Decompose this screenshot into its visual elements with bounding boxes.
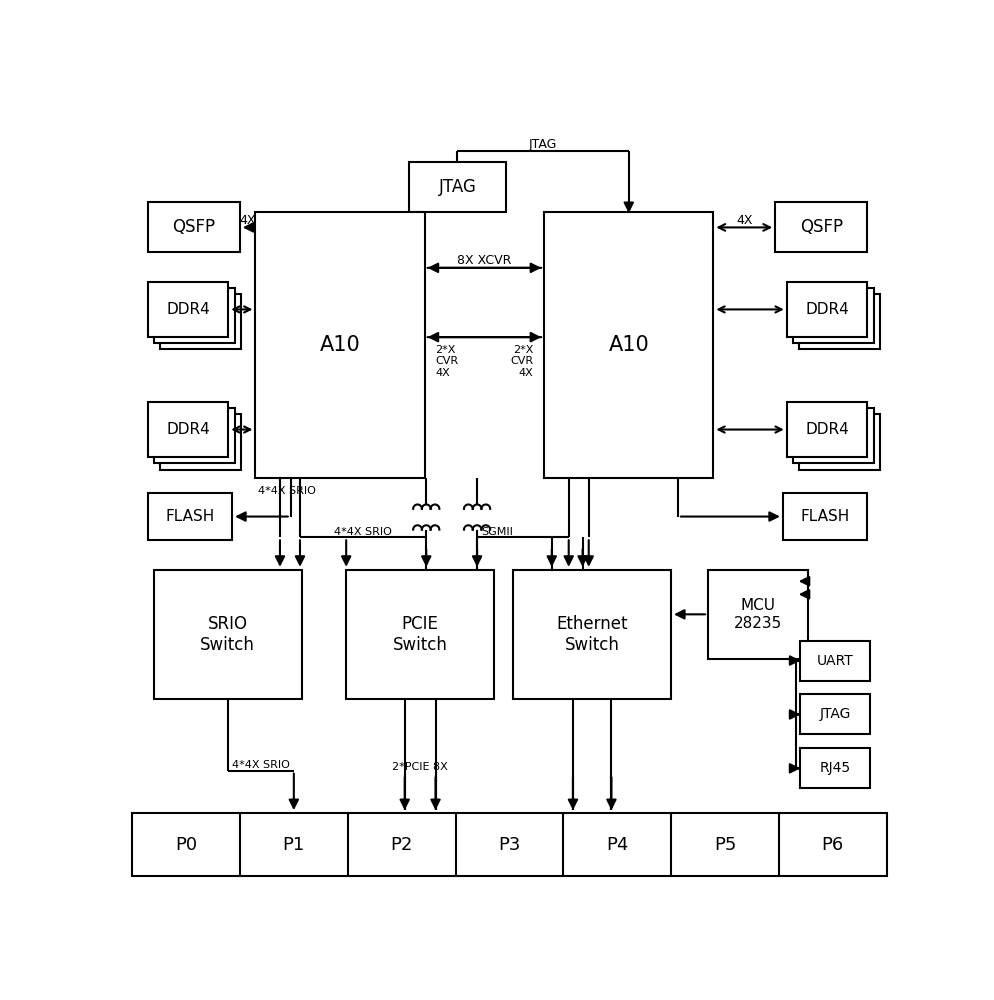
Text: FLASH: FLASH <box>165 509 215 524</box>
Text: RJ45: RJ45 <box>820 761 851 775</box>
Text: A10: A10 <box>608 335 649 355</box>
Text: JTAG: JTAG <box>438 178 476 196</box>
Bar <box>793 288 874 343</box>
Bar <box>800 641 870 681</box>
Bar <box>147 282 229 337</box>
Text: 2*X
CVR
4X: 2*X CVR 4X <box>435 345 458 378</box>
Text: P1: P1 <box>282 836 305 854</box>
Bar <box>154 288 235 343</box>
Text: P0: P0 <box>175 836 197 854</box>
Text: QSFP: QSFP <box>800 218 843 236</box>
Bar <box>800 748 870 788</box>
Bar <box>513 570 671 699</box>
Bar <box>132 813 887 876</box>
Text: 4*4X SRIO: 4*4X SRIO <box>232 760 289 770</box>
Bar <box>786 402 868 457</box>
Bar <box>783 493 868 540</box>
Text: FLASH: FLASH <box>800 509 850 524</box>
Bar <box>799 294 880 349</box>
Text: UART: UART <box>817 654 854 668</box>
Text: SGMII: SGMII <box>481 527 513 537</box>
Bar <box>799 414 880 470</box>
Bar <box>147 493 233 540</box>
Bar <box>410 162 506 212</box>
Text: A10: A10 <box>320 335 361 355</box>
Text: P4: P4 <box>606 836 628 854</box>
Text: QSFP: QSFP <box>172 218 216 236</box>
Bar <box>160 294 241 349</box>
Text: P2: P2 <box>391 836 413 854</box>
Text: 2*PCIE 8X: 2*PCIE 8X <box>393 762 448 772</box>
Bar <box>147 202 240 252</box>
Text: DDR4: DDR4 <box>166 422 210 437</box>
Text: DDR4: DDR4 <box>805 422 849 437</box>
Bar <box>147 402 229 457</box>
Text: JTAG: JTAG <box>819 707 851 721</box>
Text: PCIE
Switch: PCIE Switch <box>393 615 447 654</box>
Bar <box>544 212 714 478</box>
Text: 4X: 4X <box>240 214 255 227</box>
Text: MCU
28235: MCU 28235 <box>734 598 782 631</box>
Text: DDR4: DDR4 <box>166 302 210 317</box>
Bar <box>255 212 424 478</box>
Text: JTAG: JTAG <box>529 138 558 151</box>
Text: P6: P6 <box>822 836 844 854</box>
Text: 8X XCVR: 8X XCVR <box>457 254 512 267</box>
Text: 4X: 4X <box>736 214 752 227</box>
Text: SRIO
Switch: SRIO Switch <box>200 615 255 654</box>
Bar <box>154 408 235 463</box>
Text: P3: P3 <box>498 836 521 854</box>
Bar <box>786 282 868 337</box>
Bar <box>775 202 868 252</box>
Text: P5: P5 <box>714 836 737 854</box>
Bar <box>154 570 301 699</box>
Text: Ethernet
Switch: Ethernet Switch <box>557 615 628 654</box>
Bar <box>708 570 808 659</box>
Bar <box>160 414 241 470</box>
Text: 2*X
CVR
4X: 2*X CVR 4X <box>510 345 534 378</box>
Bar <box>793 408 874 463</box>
Text: 4*4X SRIO: 4*4X SRIO <box>334 527 392 537</box>
Bar <box>800 694 870 734</box>
Text: 4*4X SRIO: 4*4X SRIO <box>258 486 316 496</box>
Bar <box>346 570 494 699</box>
Text: DDR4: DDR4 <box>805 302 849 317</box>
